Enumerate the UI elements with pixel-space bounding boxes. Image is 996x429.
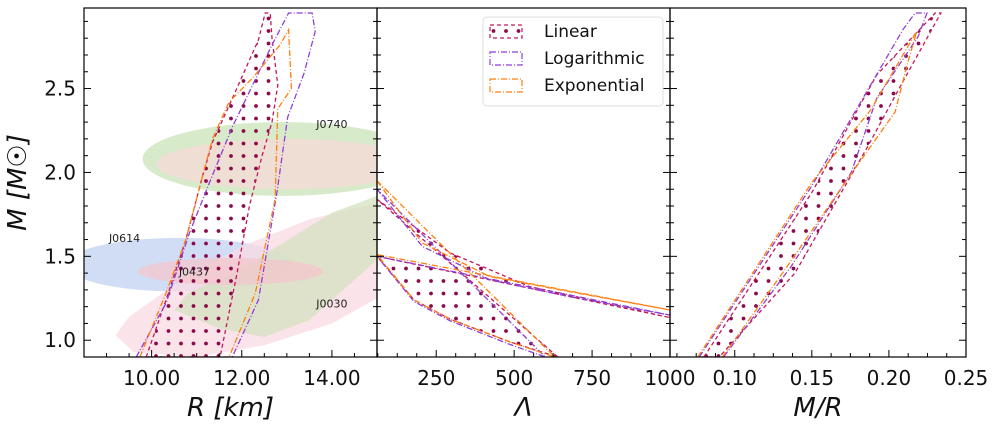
- region-label-j0740: J0740: [315, 118, 347, 131]
- band-linear-hatch: [703, 13, 941, 357]
- legend-swatch-hatch: [490, 25, 522, 38]
- x-axis-label: Λ: [513, 393, 533, 423]
- x-tick-label: 750: [573, 366, 611, 390]
- plot-area: [84, 12, 377, 357]
- legend-label: Exponential: [544, 76, 645, 96]
- plot-area: [697, 12, 943, 357]
- band-linear-hatch: [146, 13, 278, 357]
- y-tick-label: 1.0: [44, 328, 76, 352]
- panel-1: J0740 J0614 J0030 J0437 10.00 12.00 14.00 R [km…: [3, 7, 378, 423]
- band-logarithmic-outline: [698, 12, 928, 357]
- legend-item-logarithmic: Logarithmic: [489, 49, 645, 69]
- x-axis-label: M/R: [793, 393, 842, 423]
- x-tick-label: 0.15: [790, 366, 835, 390]
- band-linear-hatch: [377, 199, 670, 357]
- band-logarithmic-outline: [377, 188, 670, 357]
- panel-2: 250 500 750 1000 Λ Linear Logarithmic Exponenti…: [376, 7, 696, 423]
- x-tick-label: 1000: [645, 366, 696, 390]
- band-exponential-outline: [139, 27, 293, 357]
- band-linear-outline: [145, 12, 279, 357]
- y-tick-label: 1.5: [44, 244, 76, 268]
- legend-label: Logarithmic: [544, 49, 645, 69]
- x-tick-label: 250: [417, 366, 455, 390]
- panel-frame: [669, 7, 967, 358]
- plot-area: [377, 180, 670, 357]
- legend-box: [482, 16, 664, 107]
- x-tick-label: 10.00: [123, 366, 180, 390]
- x-tick-label: 500: [495, 366, 533, 390]
- y-tick-label: 2.0: [44, 160, 76, 184]
- legend: Linear Logarithmic Exponential: [482, 16, 664, 107]
- x-axis-label: R [km]: [187, 393, 274, 423]
- legend-swatch: [489, 51, 523, 66]
- x-tick-label: 0.25: [944, 366, 989, 390]
- legend-swatch: [489, 24, 523, 39]
- x-tick-label: 0.20: [867, 366, 912, 390]
- legend-item-linear: Linear: [489, 22, 597, 42]
- panel-3: 0.10 0.15 0.20 0.25 M/R: [669, 7, 989, 423]
- band-exponential-outline: [697, 31, 918, 357]
- x-tick-label: 14.00: [303, 366, 360, 390]
- legend-label: Linear: [544, 22, 597, 42]
- x-tick-label: 0.10: [712, 366, 757, 390]
- region-label-j0437: J0437: [178, 265, 210, 278]
- region-label-j0614: J0614: [108, 232, 140, 245]
- region-label-j0030: J0030: [315, 297, 347, 310]
- x-tick-label: 12.00: [213, 366, 270, 390]
- legend-swatch: [489, 78, 523, 93]
- legend-item-exponential: Exponential: [489, 76, 645, 96]
- y-tick-label: 2.5: [44, 77, 76, 101]
- band-logarithmic-outline: [135, 12, 316, 357]
- y-axis-label: M [M☉]: [3, 134, 33, 231]
